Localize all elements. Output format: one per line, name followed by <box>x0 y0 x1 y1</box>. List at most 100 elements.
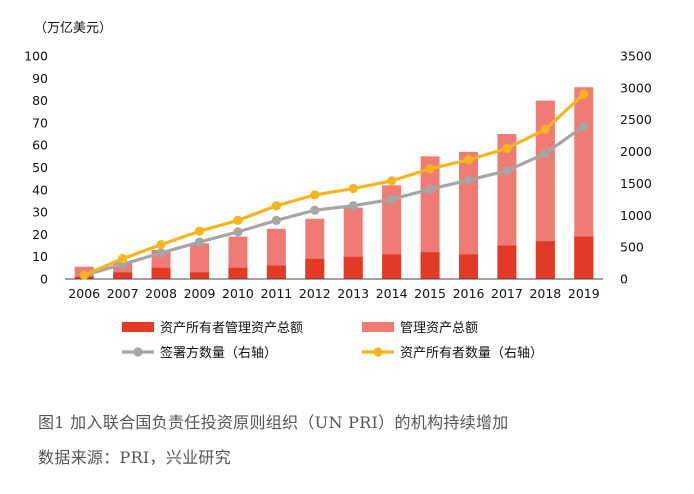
right-tick-label: 3500 <box>620 49 652 64</box>
asset-owners-point <box>540 124 550 134</box>
asset-owners-point <box>156 239 166 250</box>
left-tick-label: 20 <box>32 227 48 242</box>
bar-total-assets <box>535 100 555 279</box>
left-tick-label: 30 <box>32 205 48 220</box>
legend-marker <box>373 347 383 357</box>
legend-label: 管理资产总额 <box>400 321 478 336</box>
right-tick-label: 2000 <box>620 144 652 159</box>
asset-owners-point <box>579 89 589 99</box>
legend-marker <box>133 347 143 357</box>
bar-owner-assets <box>305 258 325 279</box>
left-axis: 0 10 20 30 40 50 60 70 80 90 100 <box>24 49 48 287</box>
right-axis: 0 500 1000 1500 2000 2500 3000 3500 <box>620 49 652 287</box>
x-tick-label: 2018 <box>529 286 561 301</box>
bar-total-assets <box>190 243 209 279</box>
asset-owners-point <box>425 164 435 174</box>
bar-owner-assets <box>420 252 440 279</box>
signatories-point <box>310 205 320 215</box>
left-tick-label: 50 <box>32 160 48 175</box>
legend-asset-owners: 资产所有者数量（右轴） <box>362 346 543 361</box>
asset-owners-line <box>83 93 585 277</box>
x-tick-label: 2009 <box>184 286 216 301</box>
right-tick-label: 0 <box>620 272 628 287</box>
x-tick-label: 2014 <box>376 286 408 301</box>
x-tick-label: 2019 <box>568 286 600 301</box>
asset-owners-point <box>310 190 320 200</box>
bar-owner-assets <box>151 267 171 279</box>
signatories-line <box>83 124 585 277</box>
left-tick-label: 70 <box>32 115 48 130</box>
signatories-point <box>271 215 281 225</box>
left-tick-label: 0 <box>40 272 48 287</box>
legend-signatories: 签署方数量（右轴） <box>122 345 277 361</box>
x-tick-label: 2016 <box>453 286 485 301</box>
bar-owner-assets <box>535 241 555 279</box>
signatories-point <box>463 175 474 185</box>
asset-owners-point <box>194 226 205 236</box>
x-tick-label: 2013 <box>337 286 369 301</box>
legend-swatch <box>122 322 154 332</box>
x-tick-label: 2010 <box>222 286 254 301</box>
bar-owner-assets <box>497 245 517 279</box>
left-tick-label: 80 <box>32 93 48 108</box>
legend-swatch <box>362 322 394 332</box>
bar-total-assets <box>574 87 594 279</box>
bar-owner-assets <box>190 272 209 279</box>
signatories-point <box>233 227 243 237</box>
line-series <box>79 89 589 280</box>
chart: 0 10 20 30 40 50 60 70 80 90 100 0 500 1000 1500 2000 2… <box>24 21 652 361</box>
figure-title: 图1 加入联合国负责任投资原则组织（UN PRI）的机构持续增加 <box>38 413 509 432</box>
legend-owner-assets: 资产所有者管理资产总额 <box>122 321 303 336</box>
left-tick-label: 100 <box>24 49 48 64</box>
asset-owners-point <box>118 254 128 264</box>
signatories-point <box>194 237 205 247</box>
bar-total-assets <box>459 151 478 279</box>
bar-series-owner <box>74 236 594 279</box>
right-tick-label: 2500 <box>620 112 652 127</box>
signatories-point <box>348 201 358 211</box>
bar-owner-assets <box>459 254 478 279</box>
bar-owner-assets <box>228 267 248 279</box>
right-tick-label: 3000 <box>620 80 652 95</box>
right-tick-label: 500 <box>620 240 644 255</box>
asset-owners-point <box>271 201 281 211</box>
x-tick-label: 2008 <box>145 286 177 301</box>
left-axis-unit: （万亿美元） <box>34 21 112 36</box>
x-tick-label: 2011 <box>260 286 292 301</box>
right-tick-label: 1000 <box>620 208 652 223</box>
x-tick-label: 2017 <box>491 286 523 301</box>
x-tick-label: 2015 <box>414 286 446 301</box>
bar-owner-assets <box>574 236 594 279</box>
asset-owners-point <box>233 215 243 225</box>
left-tick-label: 10 <box>32 249 48 264</box>
left-tick-label: 60 <box>32 138 48 153</box>
x-tick-label: 2012 <box>299 286 331 301</box>
x-tick-label: 2007 <box>107 286 139 301</box>
asset-owners-point <box>502 143 512 153</box>
source-note: 数据来源：PRI，兴业研究 <box>38 448 232 467</box>
signatories-point <box>425 184 435 194</box>
bar-owner-assets <box>266 265 286 279</box>
right-tick-label: 1500 <box>620 176 652 191</box>
asset-owners-point <box>463 155 474 165</box>
x-axis: 2006 2007 2008 2009 2010 2011 2012 2013 2014 2015… <box>68 286 599 301</box>
bar-owner-assets <box>113 272 133 279</box>
signatories-point <box>502 166 512 176</box>
legend-label: 资产所有者管理资产总额 <box>160 321 303 336</box>
signatories-point <box>387 194 397 204</box>
legend-total-assets: 管理资产总额 <box>362 321 478 336</box>
legend-label: 签署方数量（右轴） <box>160 345 277 361</box>
left-tick-label: 40 <box>32 182 48 197</box>
signatories-point <box>579 121 589 131</box>
x-tick-label: 2006 <box>68 286 100 301</box>
signatories-point <box>540 148 550 159</box>
left-tick-label: 90 <box>32 71 48 86</box>
legend-label: 资产所有者数量（右轴） <box>400 346 543 361</box>
signatories-point <box>156 248 166 258</box>
asset-owners-point <box>79 270 89 280</box>
asset-owners-point <box>387 176 397 186</box>
bar-owner-assets <box>343 256 363 279</box>
bar-owner-assets <box>382 254 402 279</box>
asset-owners-point <box>348 183 358 194</box>
